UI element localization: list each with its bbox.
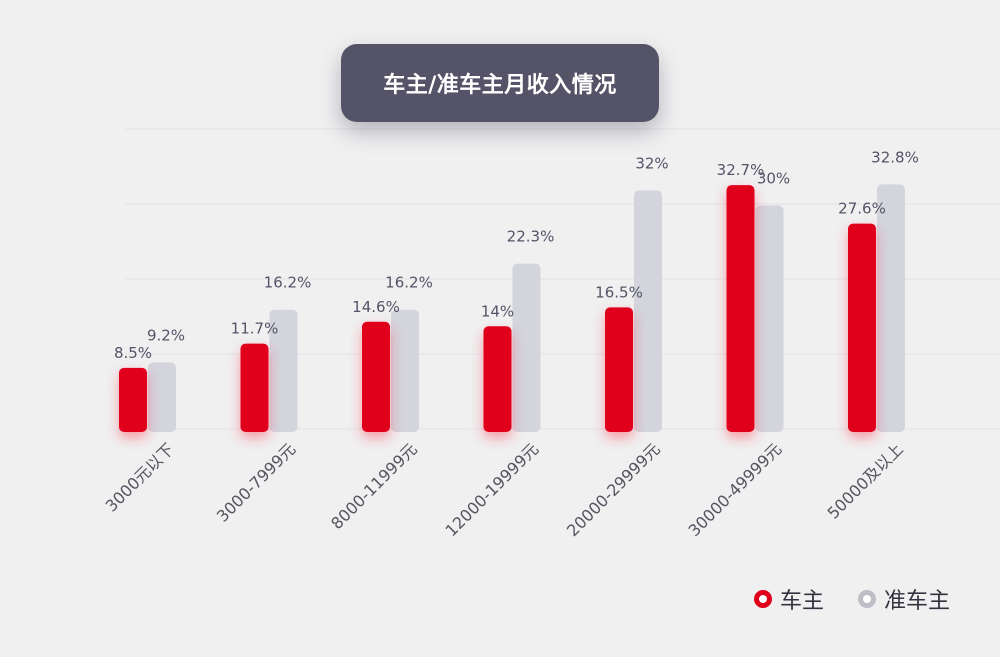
- bar-prospect-5: [755, 205, 784, 432]
- bar-owner-5: [726, 185, 755, 432]
- legend: 车主 准车主: [753, 583, 950, 615]
- data-label-prospect-6: 32.8%: [871, 148, 919, 166]
- data-label-prospect-5: 30%: [757, 170, 790, 188]
- legend-item-owner[interactable]: 车主: [753, 583, 824, 615]
- category-tick-label-3: 12000-19999元: [442, 439, 543, 540]
- data-label-owner-5: 32.7%: [717, 161, 765, 179]
- bars: [119, 184, 905, 432]
- bar-owner-2: [362, 321, 390, 432]
- bar-prospect-4: [634, 190, 662, 432]
- bar-prospect-2: [391, 309, 419, 432]
- data-label-owner-4: 16.5%: [595, 283, 643, 301]
- bar-owner-6: [848, 223, 876, 432]
- data-label-owner-6: 27.6%: [838, 200, 886, 218]
- bar-prospect-3: [512, 263, 541, 432]
- data-labels: 8.5%9.2% 11.7% 16.2% 14.6% 16.2% 14% 22.3% 16.5…: [114, 148, 919, 361]
- bar-owner-3: [483, 326, 512, 432]
- category-tick-label-4: 20000-29999元: [563, 439, 664, 540]
- data-label-owner-3: 14%: [481, 302, 514, 320]
- legend-dot-red-icon: [753, 590, 772, 608]
- category-tick-label-2: 8000-11999元: [327, 439, 421, 533]
- bar-prospect-6: [877, 184, 905, 432]
- bar-owner-4: [605, 307, 633, 432]
- legend-dot-grey-icon: [857, 590, 876, 608]
- data-label-prospect-4: 32%: [635, 154, 668, 172]
- data-label-owner-1: 11.7%: [231, 320, 279, 338]
- bar-prospect-1: [269, 309, 298, 432]
- data-label-prospect-0: 9.2%: [147, 327, 185, 345]
- category-tick-label-6: 50000及以上: [823, 439, 906, 522]
- data-label-prospect-3: 22.3%: [507, 228, 555, 246]
- category-tick-label-0: 3000元以下: [102, 439, 178, 515]
- legend-label-owner: 车主: [779, 589, 824, 614]
- data-label-prospect-2: 16.2%: [385, 274, 433, 292]
- legend-item-prospect[interactable]: 准车主: [857, 583, 950, 615]
- chart-title-box: 车主/准车主月收入情况: [341, 44, 659, 122]
- data-label-prospect-1: 16.2%: [264, 274, 312, 292]
- bar-owner-0: [119, 367, 147, 432]
- data-label-owner-2: 14.6%: [352, 298, 400, 316]
- data-label-owner-0: 8.5%: [114, 344, 152, 362]
- category-tick-labels: 3000元以下 3000-7999元 8000-11999元 12000-19999元…: [102, 439, 907, 540]
- bar-prospect-0: [148, 362, 176, 432]
- chart-title: 车主/准车主月收入情况: [383, 73, 617, 98]
- legend-label-prospect: 准车主: [883, 589, 950, 614]
- category-tick-label-1: 3000-7999元: [213, 439, 299, 525]
- bar-owner-1: [240, 343, 269, 432]
- category-tick-label-5: 30000-49999元: [685, 439, 786, 540]
